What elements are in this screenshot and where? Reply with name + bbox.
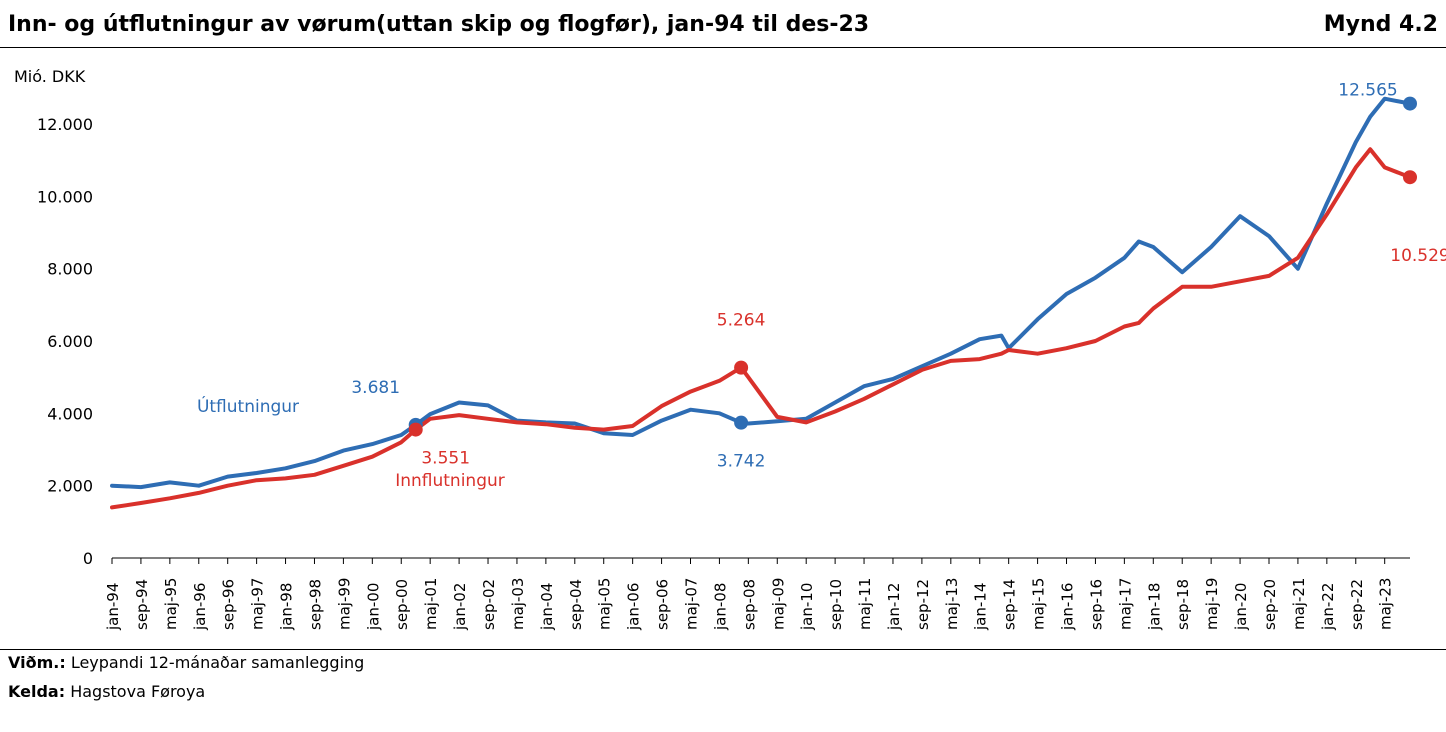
y-axis-label: Mió. DKK: [14, 67, 86, 86]
x-tick-label: jan-18: [1145, 583, 1163, 631]
x-tick-label: maj-03: [509, 578, 527, 630]
x-tick-label: sep-18: [1174, 579, 1192, 630]
note-label: Viðm.:: [8, 653, 66, 672]
title-divider: [0, 47, 1446, 48]
x-tick-label: sep-22: [1348, 579, 1366, 630]
import-data-marker: [734, 360, 749, 375]
x-tick-label: maj-97: [249, 578, 267, 630]
export-series-label: Útflutningur: [197, 395, 299, 417]
x-tick-label: maj-05: [596, 578, 614, 630]
import-data-label: 5.264: [717, 311, 766, 331]
x-tick-label: jan-14: [972, 583, 990, 631]
x-tick-label: jan-10: [798, 583, 816, 631]
x-tick-label: sep-06: [654, 579, 672, 630]
x-tick-label: maj-95: [162, 578, 180, 630]
x-tick-label: jan-22: [1319, 583, 1337, 631]
import-data-marker: [1403, 170, 1417, 185]
x-tick-label: jan-20: [1232, 583, 1250, 631]
x-tick-label: jan-02: [451, 583, 469, 631]
footer-source: Kelda: Hagstova Føroya: [8, 682, 205, 701]
x-tick-label: jan-00: [364, 583, 382, 631]
x-tick-label: sep-10: [827, 579, 845, 630]
import-data-marker: [408, 422, 423, 437]
x-tick-label: jan-96: [191, 583, 209, 631]
figure-number: Mynd 4.2: [1323, 12, 1438, 37]
x-tick-label: maj-11: [856, 578, 874, 630]
x-tick-label: sep-20: [1261, 579, 1279, 630]
x-tick-label: maj-09: [769, 578, 787, 630]
footer-divider: [0, 649, 1446, 650]
x-tick-label: jan-16: [1059, 583, 1077, 631]
line-chart: Mió. DKK 0 2.000 4.000 6.000 8.000 10.000 12.00…: [14, 67, 1446, 631]
x-tick-label: sep-12: [914, 579, 932, 630]
x-tick-label: sep-04: [567, 579, 585, 630]
x-tick-label: maj-13: [943, 578, 961, 630]
x-tick-label: sep-02: [480, 579, 498, 630]
x-tick-label: maj-19: [1203, 578, 1221, 630]
x-tick-label: maj-07: [682, 578, 700, 630]
import-series-label: Innflutningur: [395, 471, 505, 491]
x-tick-label: maj-21: [1290, 578, 1308, 630]
x-tick-label: maj-17: [1116, 578, 1134, 630]
x-tick-label: sep-98: [306, 579, 324, 630]
import-data-label: 3.551: [421, 449, 470, 469]
x-tick-label: maj-99: [335, 578, 353, 630]
x-tick-label: sep-14: [1001, 579, 1019, 630]
y-tick-label: 6.000: [47, 332, 93, 351]
y-tick-label: 12.000: [37, 115, 93, 134]
y-tick-label: 8.000: [47, 260, 93, 279]
import-data-label: 10.529: [1390, 246, 1446, 266]
x-tick-label: sep-00: [393, 579, 411, 630]
footer-note: Viðm.: Leypandi 12-mánaðar samanlegging: [8, 653, 364, 672]
x-tick-label: jan-08: [711, 583, 729, 631]
export-data-marker: [734, 415, 749, 430]
x-tick-label: sep-16: [1087, 579, 1105, 630]
import-series-line: [110, 147, 1412, 510]
x-tick-label: maj-15: [1030, 578, 1048, 630]
export-data-label: 3.681: [351, 378, 400, 398]
export-data-label: 3.742: [717, 452, 766, 472]
export-series-line: [110, 96, 1412, 490]
x-tick-label: sep-94: [133, 579, 151, 630]
y-tick-label: 2.000: [47, 477, 93, 496]
x-tick-label: maj-01: [422, 578, 440, 630]
export-data-marker: [1403, 96, 1417, 111]
x-tick-label: maj-23: [1377, 578, 1395, 630]
x-tick-label: sep-08: [740, 579, 758, 630]
note-text: Leypandi 12-mánaðar samanlegging: [70, 653, 365, 672]
x-tick-label: jan-94: [104, 583, 122, 631]
export-data-label: 12.565: [1338, 81, 1397, 101]
x-tick-label: jan-06: [625, 583, 643, 631]
x-tick-label: jan-04: [538, 583, 556, 631]
y-tick-label: 10.000: [37, 187, 93, 206]
source-label: Kelda:: [8, 682, 66, 701]
x-tick-label: jan-98: [278, 583, 296, 631]
source-text: Hagstova Føroya: [70, 682, 206, 701]
y-tick-label: 0: [83, 549, 93, 568]
x-tick-label: sep-96: [220, 579, 238, 630]
y-tick-label: 4.000: [47, 404, 93, 423]
chart-title: Inn- og útflutningur av vørum(uttan skip…: [8, 12, 870, 37]
x-tick-label: jan-12: [885, 583, 903, 631]
